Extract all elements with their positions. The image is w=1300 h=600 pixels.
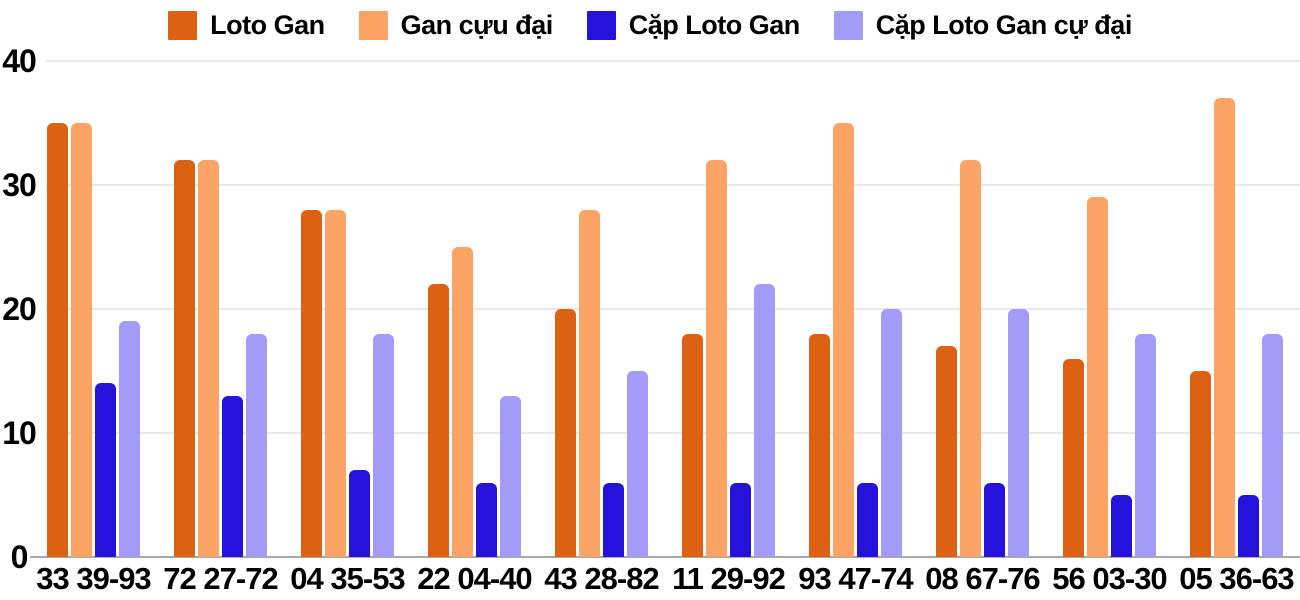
x-axis-labels: 33 39-93 72 27-72 04 35-53 22 04-40 43 28-82… xyxy=(30,561,1300,597)
bar-group xyxy=(1173,61,1300,557)
legend-item-gan-cuu-dai[interactable]: Gan cựu đại xyxy=(358,9,554,41)
x-axis-label: 08 67-76 xyxy=(925,561,1040,596)
gridline xyxy=(46,432,1300,434)
legend-item-cap-loto-gan[interactable]: Cặp Loto Gan xyxy=(586,9,801,41)
bar-cap-loto-gan-cu-dai[interactable] xyxy=(881,309,902,557)
plot-area: 40 30 20 10 0 xyxy=(0,45,1300,573)
bar-cap-loto-gan-cu-dai[interactable] xyxy=(754,284,775,557)
legend-label: Loto Gan xyxy=(210,9,325,40)
x-axis-label: 05 36-63 xyxy=(1179,561,1294,596)
gridline xyxy=(46,60,1300,62)
bar-cap-loto-gan[interactable] xyxy=(476,482,497,557)
bar-group xyxy=(665,61,792,557)
x-axis-label: 11 29-92 xyxy=(672,561,786,596)
bar-cap-loto-gan[interactable] xyxy=(95,383,116,557)
bar-cap-loto-gan-cu-dai[interactable] xyxy=(1262,333,1283,557)
bar-group xyxy=(919,61,1046,557)
x-axis-line xyxy=(30,556,1300,558)
gridline xyxy=(46,184,1300,186)
bar-group xyxy=(30,61,157,557)
y-axis-label: 20 xyxy=(2,291,37,327)
bar-gan-cuu-dai[interactable] xyxy=(71,123,92,557)
bar-gan-cuu-dai[interactable] xyxy=(1214,98,1235,557)
bar-gan-cuu-dai[interactable] xyxy=(579,209,600,557)
bar-cap-loto-gan[interactable] xyxy=(1238,495,1259,557)
gridline xyxy=(46,308,1300,310)
bar-gan-cuu-dai[interactable] xyxy=(1087,197,1108,557)
bar-loto-gan[interactable] xyxy=(936,346,957,557)
legend-swatch-icon xyxy=(168,10,198,40)
legend-label: Cặp Loto Gan xyxy=(628,9,801,40)
bar-cap-loto-gan-cu-dai[interactable] xyxy=(246,333,267,557)
bar-groups xyxy=(30,61,1300,557)
legend-swatch-icon xyxy=(586,10,616,40)
bar-gan-cuu-dai[interactable] xyxy=(452,247,473,557)
bar-loto-gan[interactable] xyxy=(1190,371,1211,557)
bar-cap-loto-gan[interactable] xyxy=(857,482,878,557)
bar-loto-gan[interactable] xyxy=(428,284,449,557)
bar-group xyxy=(1046,61,1173,557)
legend-item-loto-gan[interactable]: Loto Gan xyxy=(168,9,325,41)
bar-loto-gan[interactable] xyxy=(1063,358,1084,557)
bar-cap-loto-gan[interactable] xyxy=(730,482,751,557)
x-axis-label: 56 03-30 xyxy=(1052,561,1167,596)
bar-group xyxy=(411,61,538,557)
legend-item-cap-loto-gan-cu-dai[interactable]: Cặp Loto Gan cự đại xyxy=(833,9,1133,41)
bar-loto-gan[interactable] xyxy=(174,160,195,557)
bar-group xyxy=(284,61,411,557)
bar-gan-cuu-dai[interactable] xyxy=(706,160,727,557)
bar-gan-cuu-dai[interactable] xyxy=(325,209,346,557)
bar-cap-loto-gan-cu-dai[interactable] xyxy=(500,395,521,557)
bar-group xyxy=(792,61,919,557)
y-axis-label: 30 xyxy=(2,167,37,203)
chart-legend: Loto Gan Gan cựu đại Cặp Loto Gan Cặp Loto … xyxy=(0,7,1300,43)
bar-cap-loto-gan[interactable] xyxy=(984,482,1005,557)
bar-cap-loto-gan-cu-dai[interactable] xyxy=(119,321,140,557)
y-axis-label: 0 xyxy=(10,539,29,575)
bar-gan-cuu-dai[interactable] xyxy=(960,160,981,557)
bar-cap-loto-gan[interactable] xyxy=(222,395,243,557)
bar-loto-gan[interactable] xyxy=(809,333,830,557)
legend-label: Cặp Loto Gan cự đại xyxy=(875,9,1133,40)
bar-loto-gan[interactable] xyxy=(555,309,576,557)
x-axis-label: 33 39-93 xyxy=(36,561,151,596)
legend-swatch-icon xyxy=(358,10,388,40)
x-axis-label: 04 35-53 xyxy=(290,561,405,596)
bar-cap-loto-gan-cu-dai[interactable] xyxy=(1008,309,1029,557)
bar-gan-cuu-dai[interactable] xyxy=(198,160,219,557)
bar-group xyxy=(157,61,284,557)
legend-label: Gan cựu đại xyxy=(400,9,554,40)
bar-gan-cuu-dai[interactable] xyxy=(833,123,854,557)
y-axis-label: 10 xyxy=(2,415,37,451)
bar-cap-loto-gan-cu-dai[interactable] xyxy=(1135,333,1156,557)
x-axis-label: 22 04-40 xyxy=(417,561,532,596)
bar-loto-gan[interactable] xyxy=(47,123,68,557)
bar-cap-loto-gan-cu-dai[interactable] xyxy=(373,333,394,557)
x-axis-label: 72 27-72 xyxy=(163,561,278,596)
bar-cap-loto-gan-cu-dai[interactable] xyxy=(627,371,648,557)
bar-group xyxy=(538,61,665,557)
bar-loto-gan[interactable] xyxy=(682,333,703,557)
bar-cap-loto-gan[interactable] xyxy=(349,470,370,557)
x-axis-label: 93 47-74 xyxy=(798,561,913,596)
bar-cap-loto-gan[interactable] xyxy=(603,482,624,557)
bar-loto-gan[interactable] xyxy=(301,209,322,557)
y-axis-label: 40 xyxy=(2,43,37,79)
bar-cap-loto-gan[interactable] xyxy=(1111,495,1132,557)
legend-swatch-icon xyxy=(833,10,863,40)
x-axis-label: 43 28-82 xyxy=(544,561,659,596)
